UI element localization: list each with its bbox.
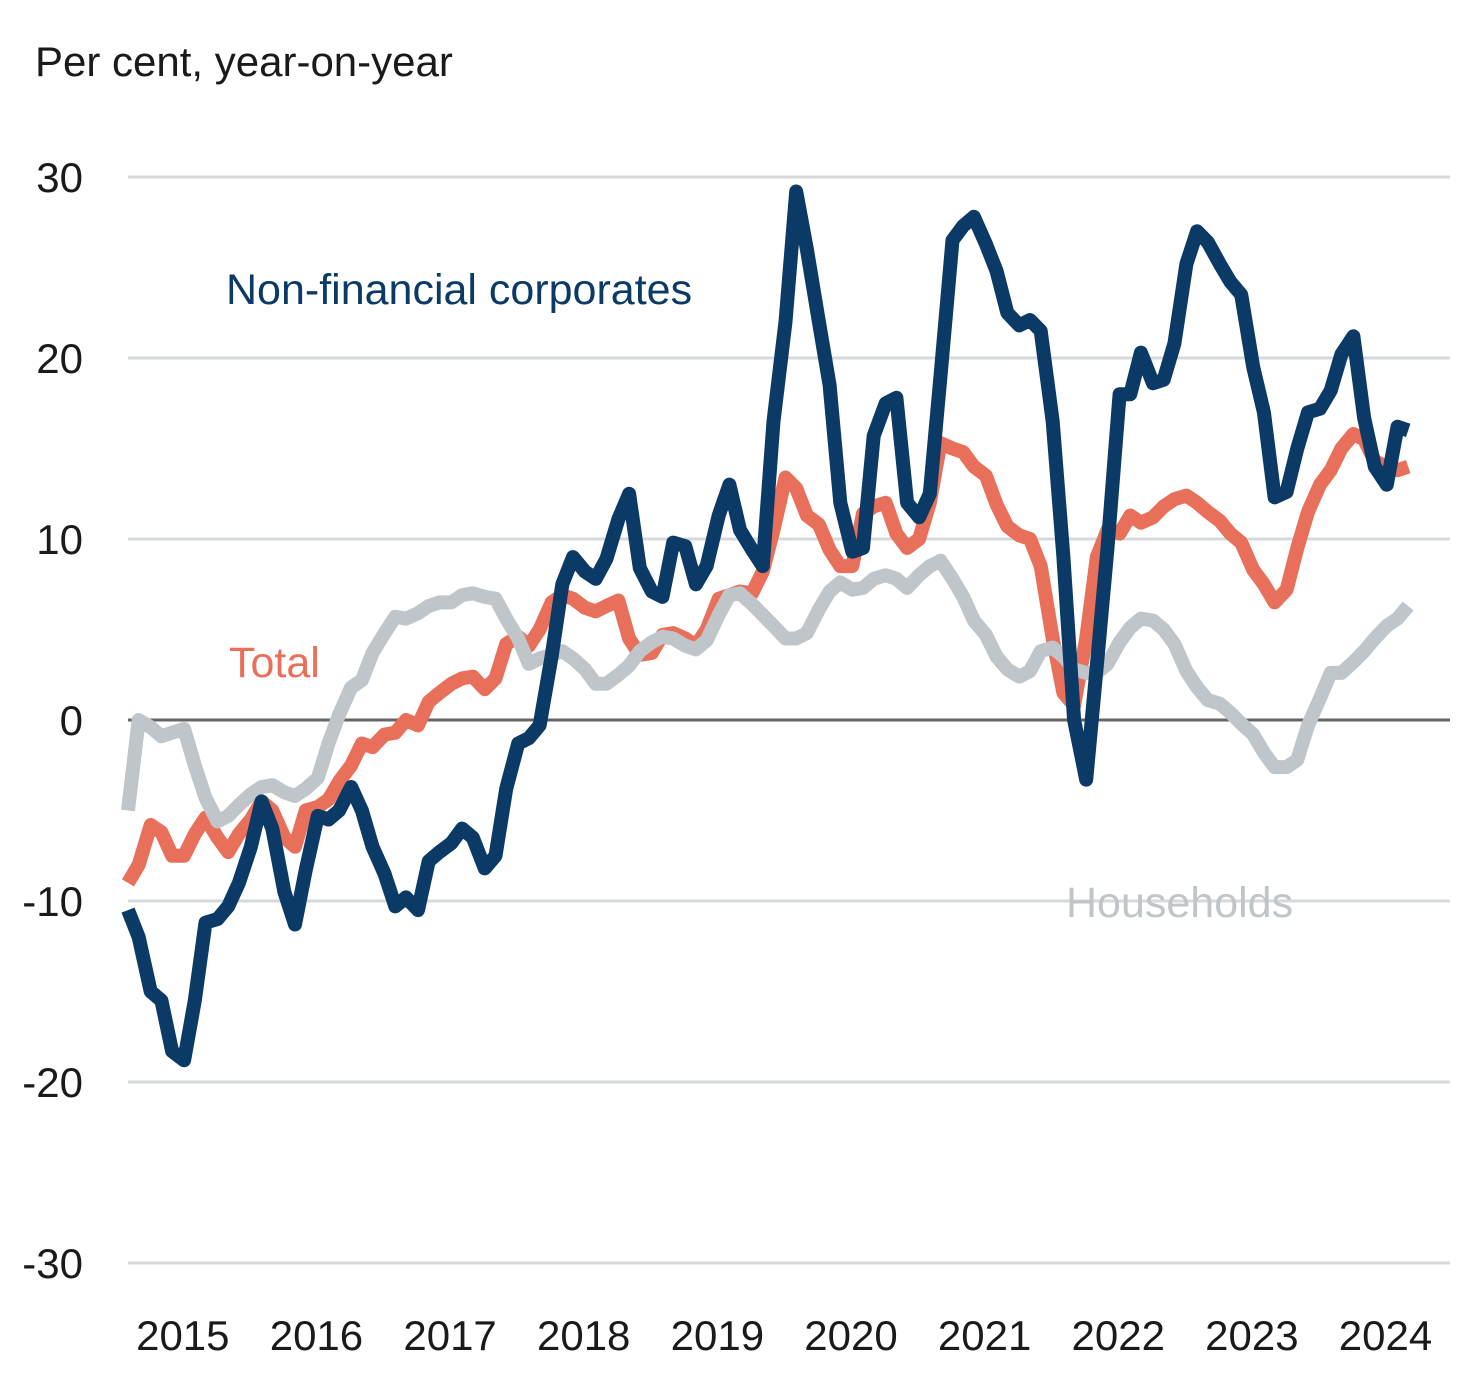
x-tick-label: 2016 xyxy=(270,1312,363,1359)
x-tick-label: 2023 xyxy=(1205,1312,1298,1359)
series-line-non-financial-corporates xyxy=(121,184,1411,1068)
y-axis-ticks: 30 20 10 0 -10 -20 -30 xyxy=(22,154,83,1287)
x-tick-label: 2018 xyxy=(537,1312,630,1359)
x-tick-label: 2021 xyxy=(938,1312,1031,1359)
y-tick-label: 0 xyxy=(60,697,83,744)
x-tick-label: 2024 xyxy=(1339,1312,1432,1359)
y-tick-label: -20 xyxy=(22,1059,83,1106)
y-tick-label: -30 xyxy=(22,1240,83,1287)
gridlines xyxy=(128,175,1450,1265)
series-label-total: Total xyxy=(229,639,320,687)
y-tick-label: 20 xyxy=(36,335,83,382)
x-axis-ticks: 2015 2016 2017 2018 2019 2020 2021 2022 2023 2024 xyxy=(136,1312,1432,1359)
y-tick-label: 10 xyxy=(36,516,83,563)
x-tick-label: 2017 xyxy=(403,1312,496,1359)
x-tick-label: 2019 xyxy=(671,1312,764,1359)
y-tick-label: -10 xyxy=(22,878,83,925)
series-labels: Non-financial corporates Total Households xyxy=(226,266,1293,927)
y-axis-unit-label: Per cent, year-on-year xyxy=(35,38,453,85)
x-tick-label: 2015 xyxy=(136,1312,229,1359)
x-tick-label: 2020 xyxy=(804,1312,897,1359)
x-tick-label: 2022 xyxy=(1072,1312,1165,1359)
series-lines xyxy=(121,184,1414,1068)
series-label-households: Households xyxy=(1066,879,1293,927)
series-label-non-financial-corporates: Non-financial corporates xyxy=(226,266,692,314)
series-line-households xyxy=(121,553,1414,829)
y-tick-label: 30 xyxy=(36,154,83,201)
